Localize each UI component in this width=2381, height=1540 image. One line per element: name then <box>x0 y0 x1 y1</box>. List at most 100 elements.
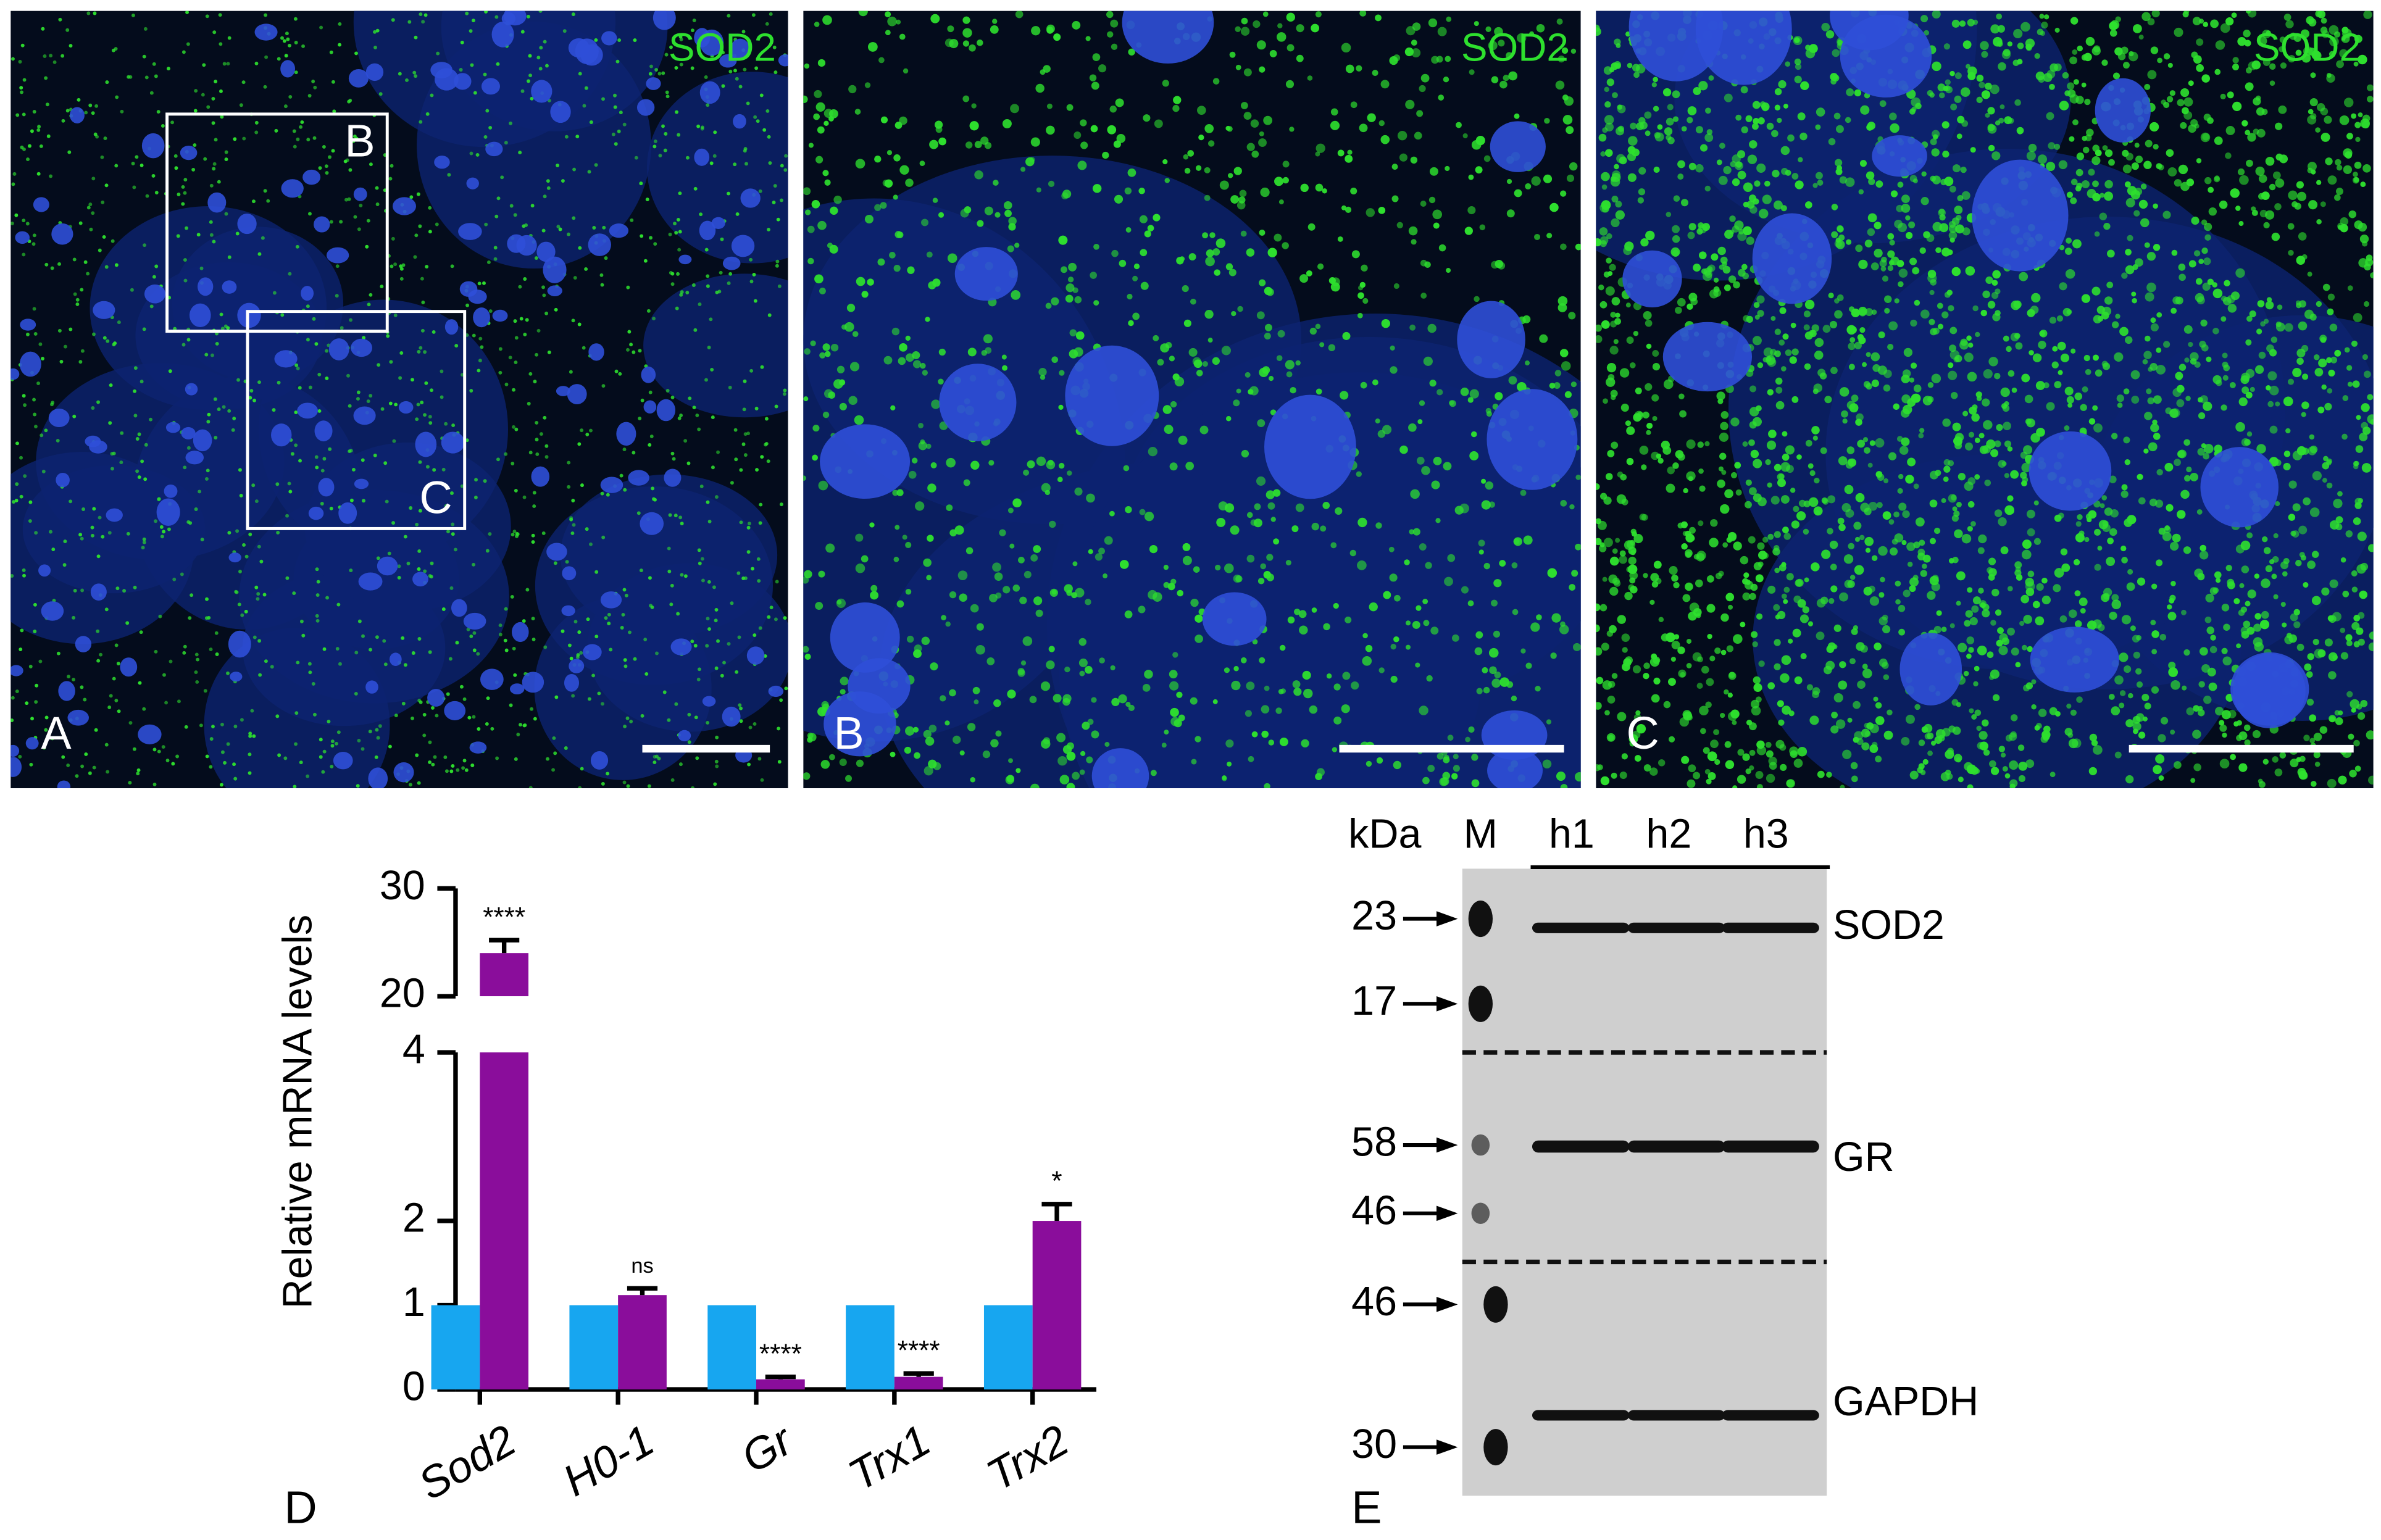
stain-dot <box>419 700 423 704</box>
stain-dot <box>1429 380 1437 387</box>
stain-dot <box>1086 493 1095 503</box>
stain-dot <box>46 134 51 138</box>
stain-dot <box>325 376 329 380</box>
stain-dot <box>2348 210 2357 219</box>
stain-dot <box>1270 517 1276 522</box>
stain-dot <box>328 447 332 451</box>
nucleus <box>848 658 911 714</box>
stain-dot <box>1906 542 1916 551</box>
stain-dot <box>1396 222 1403 228</box>
stain-dot <box>1066 783 1075 789</box>
stain-dot <box>1320 525 1327 532</box>
stain-dot <box>1898 502 1907 511</box>
stain-dot <box>893 154 901 162</box>
stain-dot <box>1568 312 1576 320</box>
stain-dot <box>2306 16 2314 25</box>
stain-dot <box>949 39 959 49</box>
stain-dot <box>2009 760 2019 770</box>
nucleus <box>830 602 900 673</box>
stain-dot <box>114 643 119 647</box>
stain-dot <box>1775 386 1783 394</box>
stain-dot <box>1882 511 1891 520</box>
stain-dot <box>587 697 591 701</box>
stain-dot <box>388 177 393 181</box>
stain-dot <box>1212 699 1218 704</box>
stain-dot <box>1956 601 1961 606</box>
stain-dot <box>2186 707 2195 715</box>
stain-dot <box>1911 393 1921 403</box>
stain-dot <box>753 722 757 726</box>
stain-dot <box>1987 123 1995 131</box>
stain-dot <box>1774 567 1780 573</box>
nucleus <box>185 383 198 396</box>
stain-dot <box>1737 749 1745 756</box>
stain-dot <box>92 507 96 511</box>
stain-dot <box>420 401 424 405</box>
stain-dot <box>830 343 839 352</box>
stain-dot <box>120 431 124 435</box>
stain-dot <box>104 183 109 188</box>
stain-dot <box>601 384 606 388</box>
stain-dot <box>677 133 681 137</box>
nucleus <box>609 223 629 238</box>
stain-dot <box>2196 509 2203 515</box>
stain-dot <box>2014 561 2022 569</box>
stain-dot <box>1948 370 1958 380</box>
stain-dot <box>1448 400 1454 406</box>
stain-dot <box>270 665 274 669</box>
stain-dot <box>904 746 912 754</box>
stain-dot <box>2361 241 2368 247</box>
stain-dot <box>440 395 444 399</box>
stain-dot <box>1716 391 1725 401</box>
stain-dot <box>1202 232 1209 239</box>
stain-dot <box>209 233 214 237</box>
stain-dot <box>1243 112 1252 120</box>
stain-dot <box>159 525 164 529</box>
stain-dot <box>1409 324 1416 331</box>
stain-dot <box>1596 335 1603 343</box>
stain-dot <box>1687 117 1693 123</box>
stain-dot <box>1929 538 1937 544</box>
stain-dot <box>2101 360 2108 367</box>
stain-dot <box>2307 653 2314 660</box>
stain-dot <box>1672 116 1679 122</box>
stain-dot <box>606 493 610 497</box>
stain-dot <box>690 28 694 33</box>
stain-dot <box>430 561 434 565</box>
stain-dot <box>2340 217 2349 226</box>
stain-dot <box>2327 175 2337 185</box>
stain-dot <box>1837 517 1845 525</box>
stain-dot <box>392 439 396 443</box>
stain-dot <box>1399 445 1408 454</box>
stain-dot <box>1167 583 1175 591</box>
stain-dot <box>965 547 974 554</box>
stain-dot <box>162 673 166 677</box>
stain-dot <box>1235 26 1241 32</box>
stain-dot <box>2315 10 2322 17</box>
stain-dot <box>1868 502 1878 511</box>
stain-dot <box>1277 330 1285 338</box>
stain-dot <box>1785 445 1795 455</box>
stain-dot <box>477 368 481 373</box>
stain-dot <box>754 66 759 70</box>
stain-dot <box>680 290 684 294</box>
stain-dot <box>1971 413 1980 422</box>
stain-dot <box>1273 489 1281 497</box>
stain-dot <box>1941 248 1951 257</box>
stain-dot <box>472 715 476 719</box>
stain-dot <box>1653 677 1661 685</box>
stain-dot <box>1637 197 1645 204</box>
stain-dot <box>382 639 386 643</box>
stain-dot <box>1536 23 1545 33</box>
stain-dot <box>478 359 482 363</box>
stain-dot <box>336 602 341 607</box>
stain-dot <box>1990 620 1996 626</box>
stain-dot <box>707 627 711 631</box>
stain-dot <box>1883 384 1891 392</box>
stain-dot <box>1269 50 1277 57</box>
stain-dot <box>1875 438 1885 448</box>
stain-dot <box>144 75 149 80</box>
stain-dot <box>2210 19 2219 28</box>
stain-dot <box>664 131 668 136</box>
stain-dot <box>940 695 946 702</box>
